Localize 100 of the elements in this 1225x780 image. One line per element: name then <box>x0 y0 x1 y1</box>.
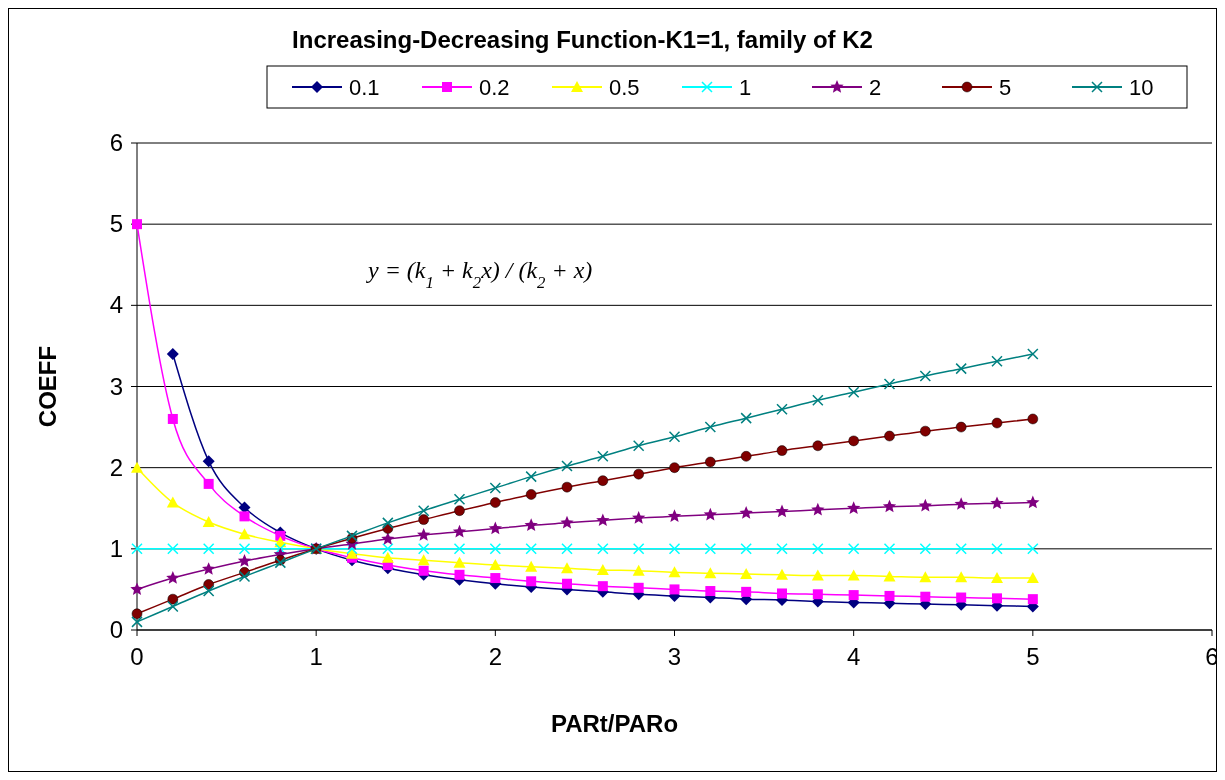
point <box>812 394 824 407</box>
x-tick-label: 1 <box>309 643 323 670</box>
point <box>847 501 861 514</box>
point <box>955 362 967 375</box>
point <box>954 497 968 510</box>
point <box>668 431 681 443</box>
point <box>955 571 968 583</box>
point <box>238 570 251 583</box>
point <box>525 543 537 555</box>
point <box>991 355 1003 368</box>
point <box>489 482 502 494</box>
point <box>453 543 466 555</box>
x-tick-label: 4 <box>846 643 861 670</box>
point <box>704 543 717 555</box>
point <box>452 524 467 538</box>
point <box>848 435 859 447</box>
point <box>489 559 502 571</box>
point <box>202 543 215 555</box>
point <box>919 543 932 555</box>
point <box>991 572 1003 584</box>
y-tick-label: 2 <box>109 453 123 481</box>
point <box>776 445 788 456</box>
point <box>667 509 682 523</box>
point <box>561 543 573 555</box>
y-tick-label: 4 <box>109 291 123 319</box>
point <box>920 425 931 437</box>
point <box>166 496 179 508</box>
point <box>490 497 501 508</box>
point <box>167 593 179 605</box>
point <box>740 568 753 579</box>
point <box>632 510 646 524</box>
point <box>812 589 823 600</box>
point <box>884 430 895 442</box>
chart-title: Increasing-Decreasing Function-K1=1, family of K2 <box>292 26 873 53</box>
point <box>990 496 1004 510</box>
point <box>883 378 896 390</box>
legend-label: 1 <box>739 75 752 100</box>
point <box>167 600 179 613</box>
point <box>668 566 681 578</box>
point <box>596 513 610 527</box>
point <box>167 413 178 424</box>
point <box>777 588 787 599</box>
point <box>703 507 717 521</box>
point <box>525 489 537 500</box>
point <box>740 543 752 555</box>
y-tick-label: 6 <box>109 129 123 156</box>
point <box>166 571 180 584</box>
point <box>883 570 896 582</box>
point <box>418 565 429 576</box>
point <box>417 504 430 517</box>
point <box>991 417 1003 429</box>
x-tick-label: 5 <box>1026 643 1040 670</box>
point <box>632 543 645 555</box>
point <box>130 582 144 596</box>
point <box>524 518 538 531</box>
point <box>1027 594 1038 605</box>
point <box>417 554 430 566</box>
point <box>668 543 681 555</box>
point <box>454 505 465 516</box>
point <box>453 556 466 568</box>
point <box>847 543 860 555</box>
point <box>131 608 143 620</box>
point <box>883 543 896 555</box>
legend-label: 2 <box>869 75 882 100</box>
point <box>884 590 895 601</box>
point <box>705 456 716 468</box>
point <box>166 348 179 361</box>
point <box>775 504 789 518</box>
point <box>955 543 967 555</box>
legend-label: 0.5 <box>609 75 640 100</box>
point <box>811 502 825 516</box>
point <box>202 455 215 468</box>
point <box>525 470 537 483</box>
point <box>237 554 252 567</box>
point <box>202 562 216 575</box>
point <box>919 571 932 583</box>
point <box>632 564 645 576</box>
point <box>992 593 1002 604</box>
y-tick-label: 1 <box>109 534 123 562</box>
point <box>489 543 502 555</box>
point <box>919 370 932 382</box>
point <box>418 514 429 525</box>
x-tick-label: 3 <box>667 643 682 670</box>
point <box>382 517 394 529</box>
point <box>811 569 824 581</box>
point <box>346 543 358 555</box>
point <box>669 584 680 595</box>
point <box>847 569 860 581</box>
y-tick-label: 0 <box>109 616 123 643</box>
point <box>848 590 859 601</box>
point <box>955 421 967 433</box>
point <box>705 586 716 597</box>
point <box>776 403 788 415</box>
point <box>561 562 573 574</box>
point <box>454 569 465 580</box>
y-axis-title: COEFF <box>34 345 61 428</box>
point <box>1026 495 1040 509</box>
point <box>561 481 573 493</box>
point <box>1026 572 1039 584</box>
point <box>417 543 430 555</box>
